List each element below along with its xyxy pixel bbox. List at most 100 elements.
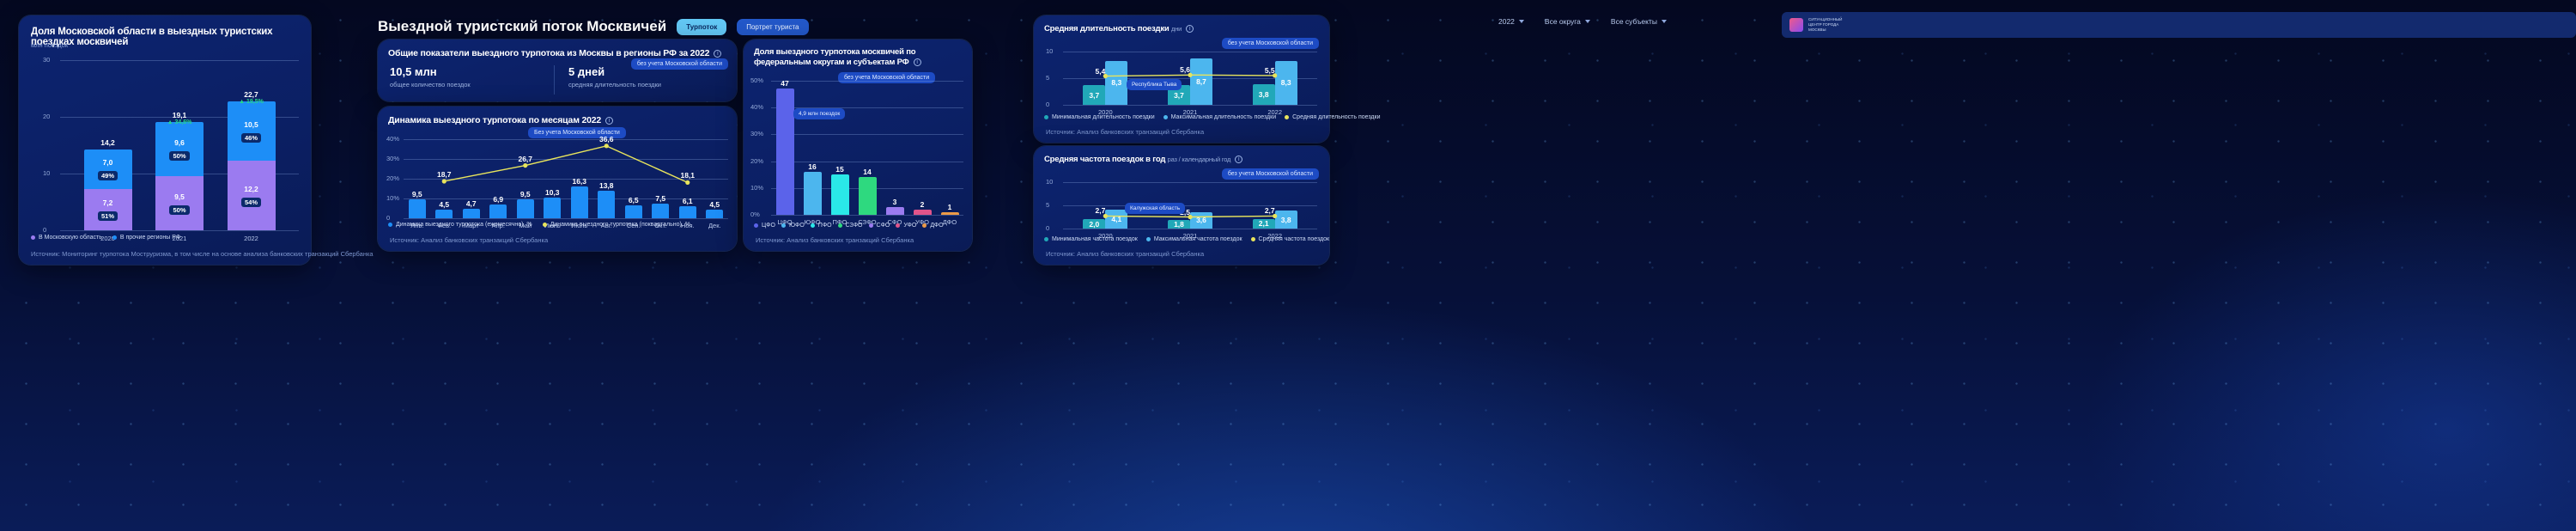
x-tick-Дек.: Дек.: [708, 222, 721, 229]
y-tick-5: 5: [1046, 74, 1050, 82]
org-logo: СИТУАЦИОННЫЙ ЦЕНТР ГОРОДА МОСКВЫ: [1782, 12, 2576, 38]
bar-district-ЦФО: [775, 88, 794, 215]
gridline-40: [771, 107, 963, 109]
kpi-duration-value: 5 дней: [568, 65, 605, 78]
bar-district-ЮФО: [803, 172, 822, 215]
x-tick-ЦФО: ЦФО: [777, 218, 793, 226]
bar-month-value-Авг.: 13,8: [598, 181, 614, 191]
legend-swatch: [1145, 237, 1151, 241]
freq-chart-plot: 10 5 0 2,0 4,1 2020 1,8 3,6 2021 2,1 3,8 2022 2,7 2,5…: [1034, 146, 1329, 265]
x-tick-2020: 2020: [1097, 108, 1113, 116]
month-legend-label: Динамика выездного турпотока (ежемесячно…: [396, 222, 532, 228]
bar-month-Июнь: [544, 198, 562, 218]
y-tick-30: 30%: [750, 130, 764, 138]
x-tick-СЗФО: СЗФО: [858, 218, 877, 226]
bar-min-2020: [1083, 219, 1106, 229]
x-tick-Июнь: Июнь: [544, 222, 561, 229]
logo-line-3: МОСКВЫ: [1808, 27, 1826, 32]
dur-unit: дни: [1171, 25, 1182, 33]
legend-swatch: [542, 223, 547, 227]
y-tick-5: 5: [1046, 201, 1050, 209]
month-legend-label: Динамика выездного турпотока (покварталь…: [550, 222, 690, 228]
info-icon[interactable]: i: [913, 58, 921, 66]
month-title-text: Динамика выездного турпотока по месяцам …: [388, 115, 602, 125]
card-kpi: Общие показатели выездного турпотока из …: [378, 40, 737, 101]
share-chart-legend: В Московскую область В прочие регионы РФ: [31, 235, 180, 241]
gridline-40: [404, 139, 728, 140]
info-icon[interactable]: i: [605, 116, 614, 125]
x-tick-Сен.: Сен.: [626, 222, 641, 229]
chevron-down-icon: [1518, 20, 1524, 23]
bar-min-2022: [1252, 218, 1275, 229]
bar-delta-2021: ▲ 34,6%: [167, 119, 192, 125]
bar-district-ДФО: [940, 211, 959, 215]
card-monthly-dynamics: Динамика выездного турпотока по месяцам …: [378, 107, 737, 251]
x-tick-Ноя.: Ноя.: [680, 222, 695, 229]
month-chart-legend: Динамика выездного турпотока (ежемесячно…: [388, 222, 690, 228]
bar-max-value-2021: 8,7: [1196, 77, 1206, 87]
gridline-50: [771, 81, 963, 82]
month-title: Динамика выездного турпотока по месяцам …: [388, 115, 614, 125]
y-tick-30: 30: [43, 56, 51, 64]
x-tick-2022: 2022: [244, 235, 258, 242]
bar-month-value-Окт.: 7,5: [655, 193, 666, 203]
x-tick-Май: Май: [519, 222, 532, 229]
card_frequency-legend-item-2: Средняя частота поездок: [1250, 236, 1329, 242]
info-icon[interactable]: i: [1235, 155, 1243, 163]
x-tick-Авг.: Авг.: [600, 222, 612, 229]
legend-swatch: [1044, 237, 1048, 241]
x-tick-2020: 2020: [1097, 232, 1113, 240]
bar-bottom-label-2021: 9,5 50%: [155, 192, 204, 217]
month-chart-source: Источник: Анализ банковских транзакций С…: [390, 236, 549, 244]
tab-turpotok[interactable]: Турпоток: [677, 18, 727, 35]
bar-district-СФО: [885, 206, 904, 215]
month-badge: Без учета Московской области: [528, 127, 626, 138]
line-avg-value-0: 5,4: [1095, 66, 1106, 76]
share-legend-item-0: В Московскую область: [31, 235, 102, 241]
y-tick-10: 10: [43, 169, 51, 177]
dashboard-header: Выездной туристский поток Москвичей Турп…: [378, 12, 979, 41]
bar-district-СЗФО: [858, 177, 877, 215]
gridline-10: [404, 198, 728, 199]
filter-subject[interactable]: Все субъекты: [1611, 17, 1667, 26]
bar-delta-2022: ▲ 19,5%: [239, 99, 264, 106]
value: 9,5: [174, 192, 185, 201]
filter-year[interactable]: 2022: [1498, 17, 1524, 26]
bar-max-value-2022: 3,8: [1280, 215, 1291, 224]
fed-title-text: Доля выездного турпотока москвичей по фе…: [754, 47, 916, 67]
legend-swatch: [1044, 115, 1048, 119]
card-average-frequency: Средняя частота поездок в год раз / кале…: [1034, 146, 1329, 265]
kpi-title-text: Общие показатели выездного турпотока из …: [388, 48, 710, 58]
kpi-badge: без учета Московской области: [630, 58, 728, 70]
bar-max-value-2021: 3,6: [1196, 216, 1206, 225]
freq-chart-legend: Минимальная частота поездок Максимальная …: [1044, 236, 1329, 242]
card-share-subtitle: млн поездок: [31, 41, 69, 49]
bar-district-value-ПФО: 15: [835, 165, 844, 174]
dur-chart-plot: 10 5 0 3,7 8,3 2020 3,7 8,7 2021 3,8 8,3 2022 5,4 5,6…: [1034, 15, 1329, 143]
gridline-30: [60, 60, 299, 61]
card_duration-legend-item-1: Максимальная длительность поездки: [1163, 114, 1276, 120]
logo-line-2: ЦЕНТР ГОРОДА: [1808, 22, 1839, 27]
kpi-divider: [554, 65, 555, 95]
fed-legend-item-5: УФО: [896, 223, 916, 229]
info-icon[interactable]: i: [1186, 24, 1194, 33]
bar-max-2020: [1105, 60, 1128, 105]
bar-month-value-Фев.: 4,5: [439, 199, 450, 209]
fed-legend-item-2: ПФО: [810, 223, 832, 229]
card_duration-legend-label: Максимальная длительность поездки: [1170, 114, 1277, 120]
pct: 50%: [169, 204, 190, 215]
bar-month-value-Янв.: 9,5: [411, 190, 422, 199]
gridline-30: [404, 159, 728, 160]
tab-portret-turista[interactable]: Портрет туриста: [737, 18, 809, 35]
y-tick-30: 30%: [386, 155, 400, 162]
y-tick-50: 50%: [750, 76, 764, 84]
line-avg-value-1: 2,5: [1180, 207, 1190, 217]
filter-okrug[interactable]: Все округа: [1545, 17, 1590, 26]
share-chart-plot: 30 20 10 0 14,2 7,0 49% 7,2 51% 2020 19,1 ▲ 34,6% 9,…: [19, 15, 311, 265]
kpi-duration-caption: средняя длительность поездки: [568, 81, 661, 88]
info-icon[interactable]: i: [714, 49, 722, 58]
legend-swatch: [112, 235, 117, 240]
x-tick-ПФО: ПФО: [832, 218, 848, 226]
card_duration-legend-item-0: Минимальная длительность поездки: [1044, 114, 1155, 120]
bar-month-value-Март: 4,7: [465, 199, 477, 209]
